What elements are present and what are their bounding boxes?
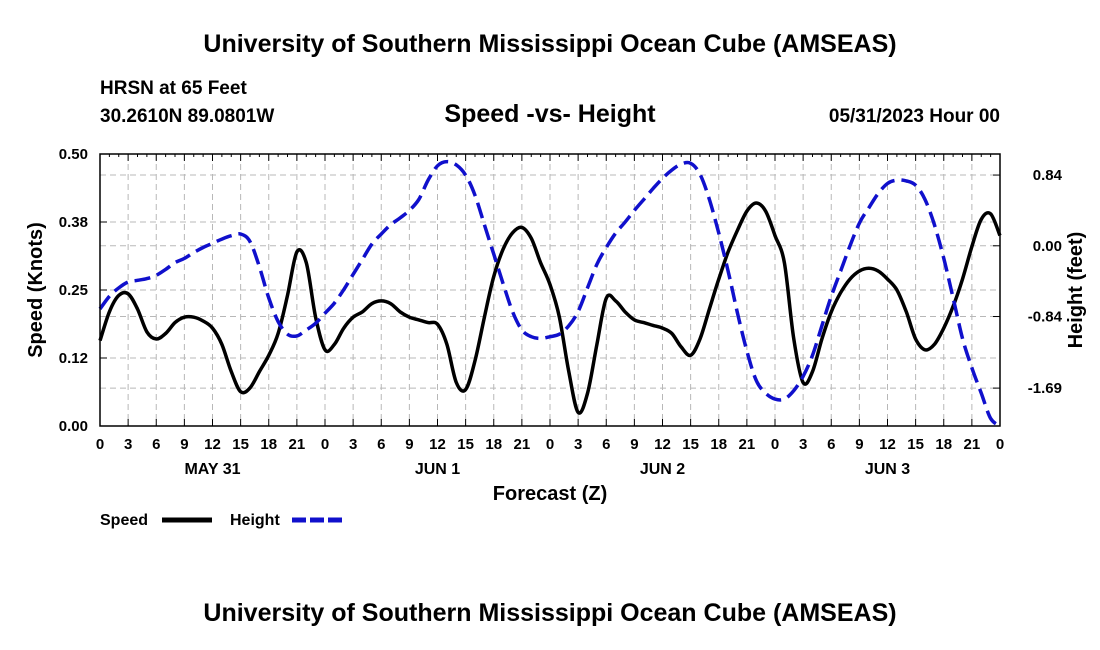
x-tick-label: 18 [935,436,952,453]
x-tick-label: 6 [602,436,610,453]
day-label: JUN 2 [640,461,685,478]
station-label: HRSN at 65 Feet [100,78,247,99]
day-label: MAY 31 [184,461,240,478]
y2-tick-label: -0.84 [1028,309,1063,326]
x-tick-label: 0 [96,436,104,453]
legend: Speed Height [100,512,342,529]
x-tick-label: 0 [996,436,1004,453]
y2-tick-label: -1.69 [1028,380,1062,397]
x-tick-label: 12 [654,436,671,453]
x-tick-label: 12 [879,436,896,453]
y-tick-label: 0.12 [59,350,88,367]
x-tick-label: 15 [457,436,474,453]
series-line-height [98,159,1002,428]
x-tick-label: 3 [124,436,132,453]
x-tick-label: 12 [429,436,446,453]
x-tick-label: 9 [855,436,863,453]
x-tick-label: 15 [232,436,249,453]
y-tick-label: 0.25 [59,282,88,299]
x-tick-label: 21 [514,436,531,453]
x-tick-label: 9 [405,436,413,453]
chart-subtitle: Speed -vs- Height [444,100,656,128]
x-tick-label: 3 [349,436,357,453]
x-axis-label: Forecast (Z) [493,483,607,505]
x-tick-label: 15 [682,436,699,453]
x-tick-label: 0 [771,436,779,453]
series-line-speed [98,201,1002,415]
x-tick-label: 0 [546,436,554,453]
y2-axis-label: Height (feet) [1065,232,1087,349]
x-tick-label: 3 [574,436,582,453]
x-tick-label: 9 [180,436,188,453]
y2-tick-label: 0.00 [1033,238,1062,255]
x-tick-label: 15 [907,436,924,453]
y2-tick-label: 0.84 [1033,167,1063,184]
x-tick-label: 3 [799,436,807,453]
day-label: JUN 3 [865,461,910,478]
x-tick-label: 18 [485,436,502,453]
x-tick-label: 18 [260,436,277,453]
y-tick-label: 0.38 [59,214,88,231]
x-tick-label: 6 [152,436,160,453]
forecast-datetime: 05/31/2023 Hour 00 [828,106,1000,127]
x-tick-label: 18 [710,436,727,453]
legend-label-speed: Speed [100,512,148,529]
x-tick-label: 21 [964,436,981,453]
legend-label-height: Height [230,512,280,529]
x-tick-label: 21 [739,436,756,453]
coordinates-label: 30.2610N 89.0801W [100,106,275,127]
y-axis-label: Speed (Knots) [25,222,47,358]
y-tick-label: 0.00 [59,418,88,435]
footer-title: University of Southern Mississippi Ocean… [203,599,897,627]
x-tick-label: 0 [321,436,329,453]
y-tick-label: 0.50 [59,146,88,163]
x-tick-label: 9 [630,436,638,453]
day-label: JUN 1 [415,461,460,478]
x-tick-label: 6 [377,436,385,453]
chart-title: University of Southern Mississippi Ocean… [203,30,897,58]
x-tick-label: 12 [204,436,221,453]
x-tick-label: 21 [289,436,306,453]
x-tick-label: 6 [827,436,835,453]
axes: 0 3 6 9 12 15 18 21 0 3 6 9 12 15 18 21 0 3 6 9 12 15 18 21 0 3 6 9… [59,146,1063,478]
series-layer [98,159,1002,428]
